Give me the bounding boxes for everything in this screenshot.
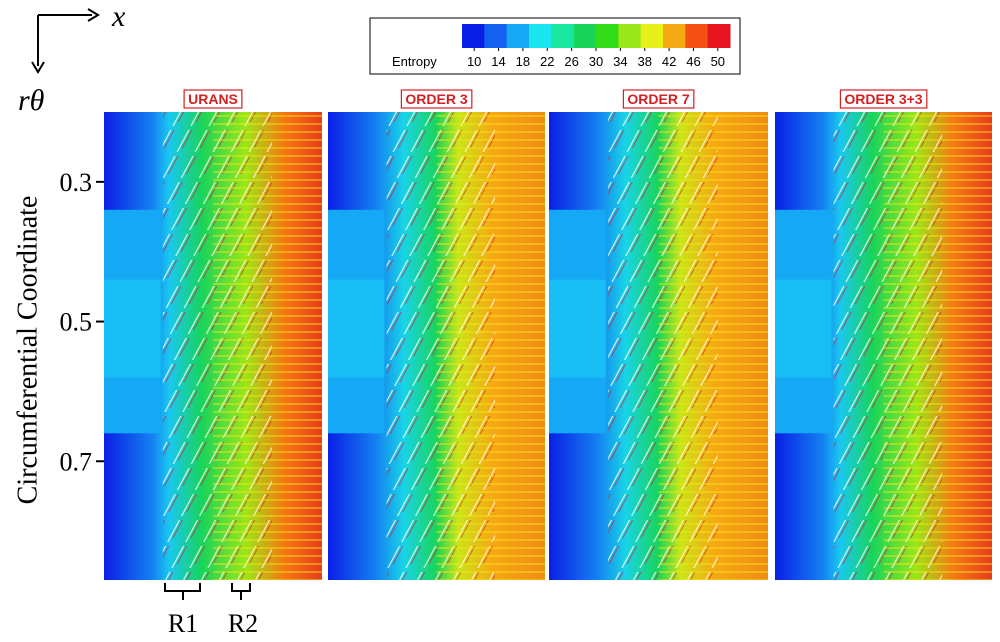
colorbar-swatch xyxy=(462,24,485,48)
panel-title: ORDER 7 xyxy=(627,91,689,107)
wakes xyxy=(213,112,322,580)
wakes xyxy=(436,112,545,580)
colorbar-swatch xyxy=(618,24,642,48)
inlet-band xyxy=(104,279,161,378)
colorbar-tick-label: 46 xyxy=(686,54,700,69)
y-tick-label: 0.3 xyxy=(60,168,93,197)
colorbar-swatch xyxy=(573,24,597,48)
x-arrow-head xyxy=(87,8,100,22)
y-arrow-head xyxy=(31,61,45,74)
colorbar-tick-label: 50 xyxy=(711,54,725,69)
colorbar-tick-label: 18 xyxy=(516,54,530,69)
colorbar-swatch xyxy=(707,24,731,48)
bracket xyxy=(164,583,201,600)
inlet-band xyxy=(549,279,606,378)
y-tick-label: 0.5 xyxy=(60,308,93,337)
x-label: x xyxy=(111,0,126,33)
colorbar-tick-label: 22 xyxy=(540,54,554,69)
colorbar-tick-label: 30 xyxy=(589,54,603,69)
wakes xyxy=(658,112,768,580)
panel-title-box xyxy=(839,89,928,109)
colorbar-swatch xyxy=(640,24,664,48)
colorbar-swatch xyxy=(685,24,709,48)
colorbar-tick-label: 10 xyxy=(467,54,481,69)
annotation: R1 xyxy=(168,609,198,638)
y-tick-label: 0.7 xyxy=(60,447,93,476)
colorbar-tick-label: 34 xyxy=(613,54,627,69)
colorbar-swatch xyxy=(484,24,508,48)
colorbar-swatch xyxy=(663,24,686,48)
wakes xyxy=(883,112,992,580)
colorbar-tick-label: 38 xyxy=(637,54,651,69)
colorbar-label: Entropy xyxy=(392,54,437,69)
colorbar-tick-label: 14 xyxy=(491,54,505,69)
annotation: R2 xyxy=(228,609,258,638)
inlet-band xyxy=(328,279,385,378)
panel-title-box xyxy=(622,89,695,109)
bracket xyxy=(231,583,251,600)
y-label: Circumferential Coordinate xyxy=(12,196,43,505)
panel-title-box xyxy=(183,89,243,109)
colorbar-swatch xyxy=(551,24,575,48)
panel-title: ORDER 3+3 xyxy=(844,91,922,107)
inlet-band xyxy=(775,279,832,378)
colorbar-swatch xyxy=(529,24,552,48)
panel-title: ORDER 3 xyxy=(405,91,467,107)
panel-title-box xyxy=(400,89,473,109)
panel-title: URANS xyxy=(188,91,238,107)
colorbar-tick-label: 42 xyxy=(662,54,676,69)
colorbar-tick-label: 26 xyxy=(564,54,578,69)
colorbar-swatch xyxy=(506,24,530,48)
colorbar-swatch xyxy=(596,24,619,48)
y-arrow-label: rθ xyxy=(18,84,45,117)
